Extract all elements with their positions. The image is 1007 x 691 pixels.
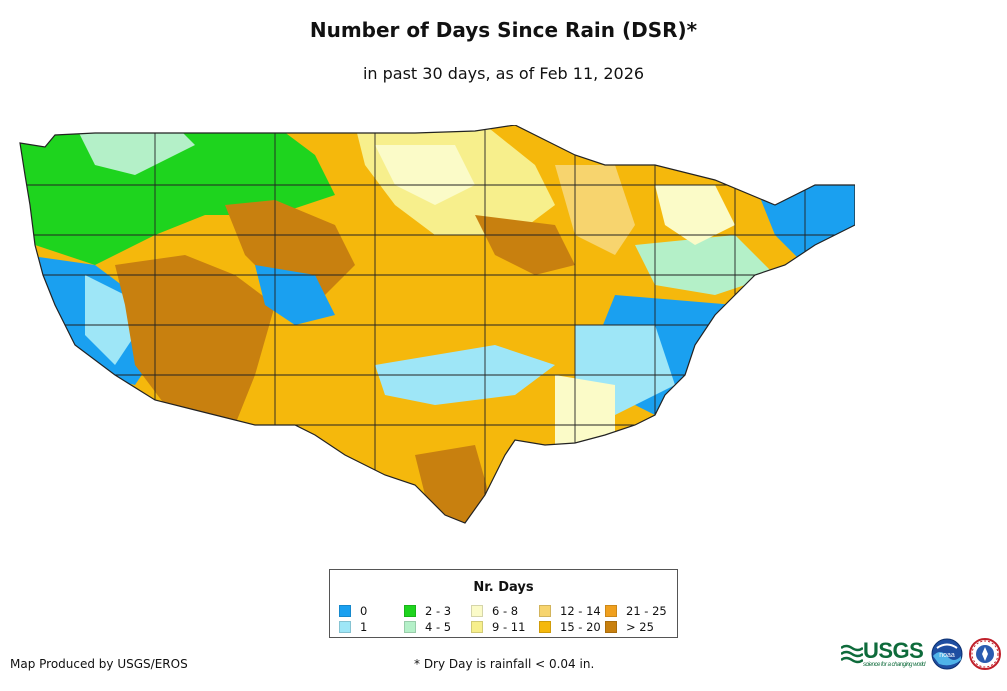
legend-swatch-12-14: [539, 605, 551, 617]
usgs-wordmark: USGS: [862, 638, 924, 663]
legend-swatch-21-25: [605, 605, 617, 617]
legend-label-2-3: 2 - 3: [425, 604, 452, 618]
legend-label-15-20: 15 - 20: [560, 620, 601, 634]
legend-swatch-6-8: [471, 605, 483, 617]
usgs-logo: USGS science for a changing world: [840, 638, 926, 668]
legend-item-9-11: 9 - 11: [471, 620, 525, 634]
legend-item-4-5: 4 - 5: [404, 620, 451, 634]
region-4-5-ohio-valley: [635, 235, 775, 295]
map-subtitle: in past 30 days, as of Feb 11, 2026: [362, 64, 645, 83]
legend-label-gt-25: > 25: [626, 620, 654, 634]
legend-item-2-3: 2 - 3: [404, 604, 451, 618]
legend-label-12-14: 12 - 14: [560, 604, 601, 618]
legend-label-0: 0: [360, 604, 368, 618]
region-25plus-rockies: [225, 200, 355, 295]
dsr-map: [19, 125, 855, 524]
state-boundaries: [20, 125, 855, 523]
producer-credit: Map Produced by USGS/EROS: [10, 657, 188, 671]
state-lines-horizontal: [20, 184, 855, 426]
legend-item-15-20: 15 - 20: [539, 620, 601, 634]
legend-label-6-8: 6 - 8: [492, 604, 519, 618]
legend-item-21-25: 21 - 25: [605, 604, 667, 618]
legend-label-9-11: 9 - 11: [492, 620, 526, 634]
legend-title: Nr. Days: [473, 580, 534, 595]
nws-logo-icon: [969, 638, 1001, 670]
legend-label-1: 1: [360, 620, 368, 634]
legend-item-0: 0: [339, 604, 367, 618]
usgs-tagline: science for a changing world: [862, 662, 926, 668]
region-6-8-michigan: [655, 185, 735, 245]
map-title: Number of Days Since Rain (DSR)*: [309, 18, 698, 42]
legend-label-21-25: 21 - 25: [626, 604, 667, 618]
region-4-5-north: [75, 125, 195, 175]
dsr-regions: [20, 125, 855, 523]
legend-label-4-5: 4 - 5: [425, 620, 452, 634]
legend-swatch-gt-25: [605, 621, 617, 633]
region-21-25-mid-atlantic: [815, 245, 855, 315]
us-outline: [19, 125, 855, 524]
legend-swatch-4-5: [404, 621, 416, 633]
legend-item-6-8: 6 - 8: [471, 604, 518, 618]
region-6-8-louisiana: [555, 375, 615, 445]
legend-item-1: 1: [339, 620, 367, 634]
region-25plus-iowa: [475, 215, 575, 275]
legend-swatch-0: [339, 605, 351, 617]
legend-item-12-14: 12 - 14: [539, 604, 601, 618]
noaa-logo-icon: noaa: [931, 638, 963, 670]
dry-day-note: * Dry Day is rainfall < 0.04 in.: [414, 657, 595, 671]
legend-item-gt-25: > 25: [605, 620, 654, 634]
region-6-8-florida: [735, 425, 785, 523]
region-1-nevada: [85, 275, 135, 365]
legend-swatch-15-20: [539, 621, 551, 633]
legend-swatch-9-11: [471, 621, 483, 633]
noaa-wordmark: noaa: [939, 652, 955, 659]
legend: Nr. Days 0 1 2 - 3 4 - 5 6 - 8 9 - 11 12…: [329, 569, 678, 638]
legend-swatch-1: [339, 621, 351, 633]
usgs-wave-icon: [840, 644, 863, 664]
legend-swatch-2-3: [404, 605, 416, 617]
agency-logos: USGS science for a changing world noaa: [840, 638, 1001, 670]
region-6-8-dakotas: [375, 145, 475, 205]
